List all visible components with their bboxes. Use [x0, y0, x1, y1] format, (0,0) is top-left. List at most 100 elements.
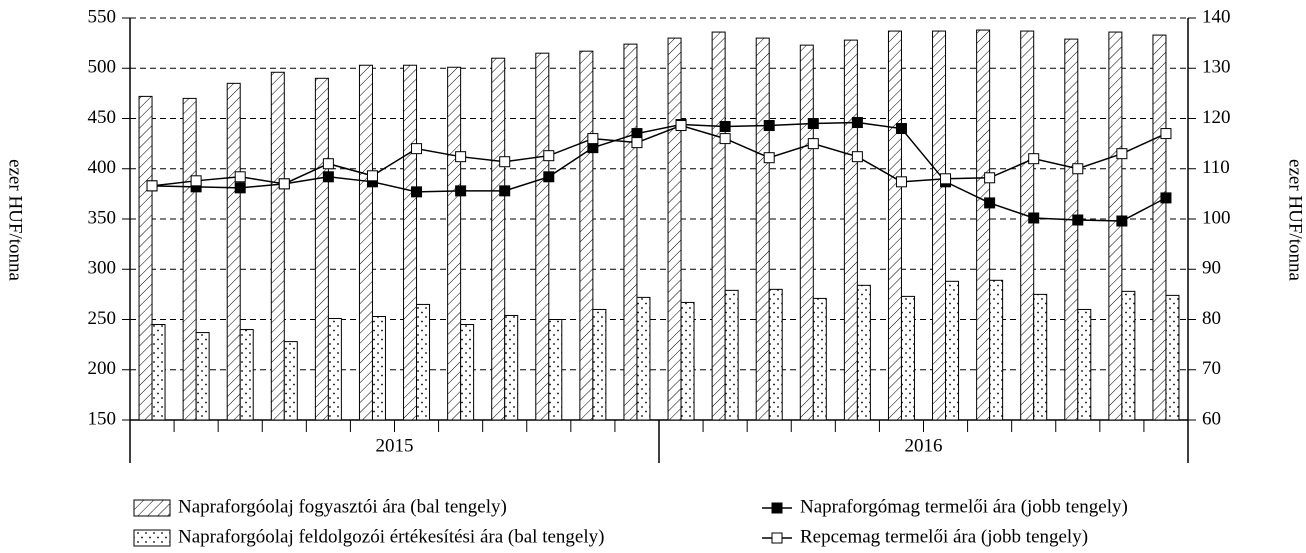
marker	[455, 185, 467, 197]
marker	[895, 176, 907, 188]
bar	[403, 64, 418, 421]
marker	[984, 197, 996, 209]
bar	[1152, 34, 1167, 421]
y2-axis-label: ezer HUF/tonna	[1285, 159, 1306, 281]
legend-marker	[771, 532, 783, 544]
marker	[322, 171, 334, 183]
marker	[587, 142, 599, 154]
bar	[711, 31, 726, 421]
y2-tick-label: 130	[1202, 57, 1231, 78]
marker	[455, 151, 467, 163]
bar	[1020, 30, 1035, 421]
bar	[636, 296, 651, 421]
group-label: 2015	[376, 435, 414, 456]
bar	[812, 297, 827, 421]
y-tick-label: 550	[88, 6, 117, 27]
marker	[631, 137, 643, 149]
bar	[358, 64, 373, 421]
legend-swatch	[133, 529, 171, 547]
y-tick-label: 200	[88, 358, 117, 379]
marker	[366, 170, 378, 182]
marker	[1028, 153, 1040, 165]
marker	[675, 120, 687, 132]
bar	[371, 315, 386, 421]
y2-tick-label: 60	[1202, 408, 1221, 429]
y-tick-label: 150	[88, 408, 117, 429]
marker	[1160, 128, 1172, 140]
marker	[234, 171, 246, 183]
marker	[411, 143, 423, 155]
marker	[1072, 163, 1084, 175]
group-label: 2016	[905, 435, 943, 456]
bar	[1121, 290, 1136, 421]
marker	[543, 150, 555, 162]
marker	[1160, 192, 1172, 204]
bar	[799, 44, 814, 421]
line	[151, 124, 1167, 187]
legend-label: Napraforgóolaj feldolgozói értékesítési …	[178, 526, 604, 547]
y2-tick-label: 80	[1202, 308, 1221, 329]
bar	[1064, 38, 1079, 421]
bar	[989, 279, 1004, 421]
legend-swatch	[133, 499, 171, 517]
marker	[587, 133, 599, 145]
marker	[190, 175, 202, 187]
bar	[579, 50, 594, 421]
bar	[768, 288, 783, 421]
legend-label: Napraforgóolaj fogyasztói ára (bal tenge…	[178, 496, 507, 517]
marker	[543, 171, 555, 183]
y2-tick-label: 70	[1202, 358, 1221, 379]
y-tick-label: 500	[88, 57, 117, 78]
bar	[327, 317, 342, 421]
marker	[234, 182, 246, 194]
bar	[592, 308, 607, 421]
marker	[631, 128, 643, 140]
bar	[932, 30, 947, 421]
marker	[1116, 215, 1128, 227]
y2-tick-label: 100	[1202, 207, 1231, 228]
y-tick-label: 300	[88, 258, 117, 279]
marker	[851, 151, 863, 163]
bar	[887, 30, 902, 421]
y-tick-label: 350	[88, 207, 117, 228]
y2-tick-label: 90	[1202, 258, 1221, 279]
marker	[807, 118, 819, 130]
bar	[843, 39, 858, 421]
bar	[270, 71, 285, 421]
bar	[667, 37, 682, 421]
bar	[182, 97, 197, 421]
bar	[680, 301, 695, 421]
legend-label: Repcemag termelői ára (jobb tengely)	[800, 526, 1088, 547]
bar	[1033, 293, 1048, 421]
bar	[283, 341, 298, 421]
y2-tick-label: 120	[1202, 107, 1231, 128]
marker	[499, 185, 511, 197]
y-tick-label: 400	[88, 157, 117, 178]
bar	[195, 332, 210, 421]
marker	[1116, 148, 1128, 160]
marker	[719, 121, 731, 133]
bar	[976, 29, 991, 421]
marker	[895, 123, 907, 135]
bar	[623, 43, 638, 421]
marker	[807, 138, 819, 150]
bar	[945, 280, 960, 421]
marker	[278, 178, 290, 190]
marker	[940, 173, 952, 185]
marker	[146, 180, 158, 192]
y2-tick-label: 110	[1202, 157, 1230, 178]
y-tick-label: 250	[88, 308, 117, 329]
bar	[504, 314, 519, 421]
bar	[755, 37, 770, 421]
marker	[411, 186, 423, 198]
bar	[226, 82, 241, 421]
bar	[724, 289, 739, 421]
marker	[1028, 212, 1040, 224]
bar	[447, 66, 462, 421]
marker	[851, 117, 863, 129]
bar	[856, 284, 871, 421]
marker	[322, 158, 334, 170]
bar	[1077, 308, 1092, 421]
bar	[138, 95, 153, 421]
